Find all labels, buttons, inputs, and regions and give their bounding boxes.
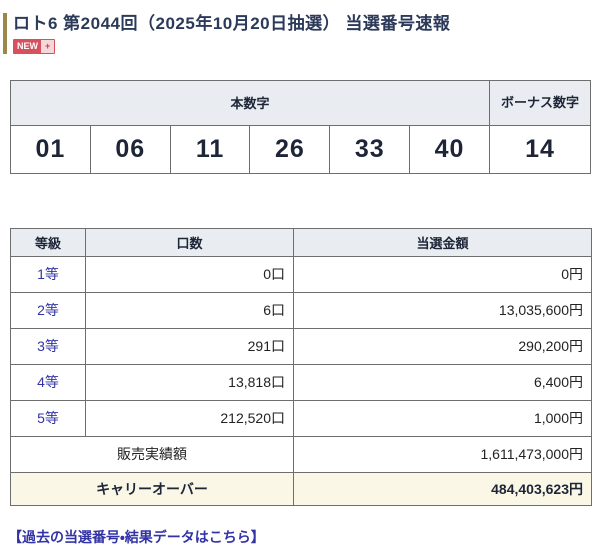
- prize-header-row: 等級 口数 当選金額: [10, 227, 592, 257]
- prize-amount: 13,035,600円: [293, 291, 592, 329]
- page-title: ロト6 第2044回（2025年10月20日抽選） 当選番号速報: [13, 14, 451, 33]
- winner-count: 13,818口: [85, 363, 294, 401]
- carryover-label: キャリーオーバー: [10, 471, 294, 506]
- amount-column-header: 当選金額: [293, 227, 592, 257]
- winner-count: 6口: [85, 291, 294, 329]
- winner-count: 0口: [85, 255, 294, 293]
- new-badge: NEW +: [13, 38, 56, 54]
- main-number-cell: 40: [409, 124, 490, 174]
- winner-count: 291口: [85, 327, 294, 365]
- prize-row: 1等 0口 0円: [10, 255, 592, 293]
- prize-results-table: 等級 口数 当選金額 1等 0口 0円 2等 6口 13,035,600円 3等…: [10, 227, 592, 506]
- past-results-link[interactable]: 【過去の当選番号・結果データはこちら】: [8, 528, 265, 545]
- bonus-number-cell: 14: [489, 124, 591, 174]
- main-number-cell: 06: [89, 124, 171, 174]
- bonus-number-header: ボーナス数字: [489, 79, 591, 126]
- prize-amount: 290,200円: [293, 327, 592, 365]
- prize-row: 3等 291口 290,200円: [10, 327, 592, 365]
- rank-link-3[interactable]: 3等: [10, 327, 86, 365]
- sales-total-amount: 1,611,473,000円: [293, 435, 592, 473]
- plus-icon: +: [41, 39, 55, 53]
- prize-amount: 0円: [293, 255, 592, 293]
- sales-total-label: 販売実績額: [10, 435, 294, 473]
- sales-total-row: 販売実績額 1,611,473,000円: [10, 435, 592, 473]
- carryover-amount: 484,403,623円: [293, 471, 592, 506]
- prize-row: 4等 13,818口 6,400円: [10, 363, 592, 401]
- prize-row: 5等 212,520口 1,000円: [10, 399, 592, 437]
- main-number-cell: 33: [329, 124, 411, 174]
- main-number-cell: 01: [10, 124, 91, 174]
- count-column-header: 口数: [85, 227, 294, 257]
- numbers-value-row: 01 06 11 26 33 40 14: [10, 124, 591, 174]
- main-numbers-header: 本数字: [10, 79, 490, 126]
- main-number-cell: 11: [169, 124, 251, 174]
- winner-count: 212,520口: [85, 399, 294, 437]
- numbers-header-row: 本数字 ボーナス数字: [10, 79, 591, 126]
- prize-amount: 6,400円: [293, 363, 592, 401]
- prize-amount: 1,000円: [293, 399, 592, 437]
- title-block: ロト6 第2044回（2025年10月20日抽選） 当選番号速報 NEW +: [3, 13, 590, 54]
- rank-column-header: 等級: [10, 227, 86, 257]
- rank-link-5[interactable]: 5等: [10, 399, 86, 437]
- rank-link-1[interactable]: 1等: [10, 255, 86, 293]
- rank-link-4[interactable]: 4等: [10, 363, 86, 401]
- new-badge-label: NEW: [14, 39, 41, 53]
- main-number-cell: 26: [249, 124, 331, 174]
- winning-numbers-table: 本数字 ボーナス数字 01 06 11 26 33 40 14: [10, 79, 591, 174]
- rank-link-2[interactable]: 2等: [10, 291, 86, 329]
- carryover-row: キャリーオーバー 484,403,623円: [10, 471, 592, 506]
- prize-row: 2等 6口 13,035,600円: [10, 291, 592, 329]
